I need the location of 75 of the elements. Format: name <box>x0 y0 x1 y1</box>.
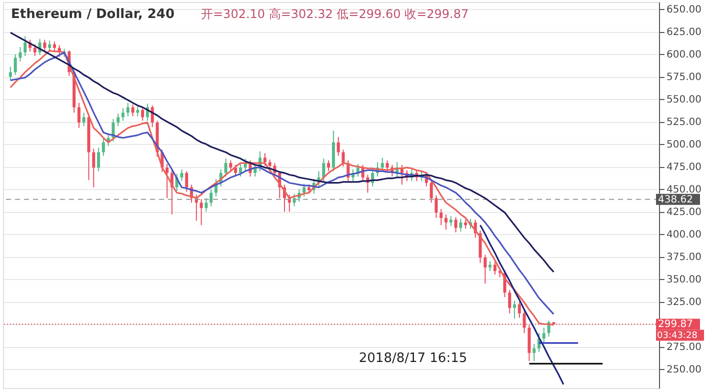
candlestick <box>322 158 326 182</box>
ref-line-label: 299.87 <box>658 319 693 330</box>
candlestick <box>532 343 536 362</box>
candlestick <box>327 160 330 172</box>
chart-title: Ethereum / Dollar, 240 <box>11 7 175 22</box>
candlestick <box>336 136 340 156</box>
y-tick-label: 275.00 <box>666 342 702 354</box>
y-tick-label: 250.00 <box>666 364 702 376</box>
candlestick <box>302 183 306 197</box>
candlestick <box>116 113 120 127</box>
y-tick-label: 650.00 <box>666 4 702 16</box>
candlestick <box>488 260 492 272</box>
candlestick <box>440 208 443 226</box>
candlestick <box>14 54 17 76</box>
candlestick <box>92 148 96 188</box>
candlestick <box>102 138 105 156</box>
candlestick <box>126 102 130 117</box>
candlestick <box>210 188 213 207</box>
candlestick <box>43 39 46 52</box>
line-series <box>479 224 564 386</box>
y-tick-label: 600.00 <box>666 50 702 61</box>
candlestick <box>97 147 100 172</box>
y-tick-label: 425.00 <box>666 207 702 218</box>
candlestick <box>18 46 22 62</box>
candlestick <box>8 66 12 81</box>
line-series <box>10 32 554 273</box>
y-tick-label: 575.00 <box>666 72 702 84</box>
y-tick-label: 400.00 <box>666 230 702 241</box>
candlestick <box>493 262 496 276</box>
candlestick <box>141 106 144 122</box>
y-tick-label: 525.00 <box>666 117 702 128</box>
candlestick <box>513 300 516 320</box>
candlestick <box>342 149 345 168</box>
candlestick <box>380 157 384 172</box>
y-tick-label: 500.00 <box>666 140 702 151</box>
y-tick-label: 450.00 <box>666 184 702 196</box>
candlestick <box>434 194 438 218</box>
candlestick <box>82 112 86 127</box>
y-tick-label: 350.00 <box>666 274 702 286</box>
candlestick <box>508 289 512 314</box>
candlestick <box>484 254 487 284</box>
candlestick <box>224 158 228 178</box>
candlestick <box>229 160 232 172</box>
candlestick <box>122 108 125 122</box>
chart-subtitle: 开=302.10 高=302.32 低=299.60 收=299.87 <box>201 7 469 21</box>
candlestick <box>52 41 56 52</box>
ref-line-label: 438.62 <box>658 194 693 206</box>
annotation: 03:43:28 <box>657 331 698 342</box>
candlestick <box>48 40 52 52</box>
candlestick <box>166 163 169 199</box>
y-tick-label: 475.00 <box>666 162 702 174</box>
candlestick <box>444 214 448 230</box>
candlestick <box>238 163 242 178</box>
candlestick <box>180 168 184 182</box>
y-tick-label: 375.00 <box>666 252 702 264</box>
candlestick <box>542 327 546 343</box>
candlestick <box>24 36 27 56</box>
candlestick <box>131 104 134 117</box>
candlestick <box>200 198 203 226</box>
y-tick-label: 550.00 <box>666 94 702 106</box>
candlestick <box>204 198 208 212</box>
candlestick <box>136 106 140 117</box>
candlestick <box>459 218 462 232</box>
candlestick <box>449 216 452 227</box>
y-tick-label: 625.00 <box>666 27 702 38</box>
candlestick <box>430 180 433 204</box>
annotation: 2018/8/17 16:15 <box>358 351 468 366</box>
candlestick <box>77 102 80 128</box>
y-tick-label: 325.00 <box>666 297 702 308</box>
candlestick <box>185 170 188 192</box>
candlestick <box>33 44 36 56</box>
candlestick <box>268 158 272 170</box>
candlestick <box>454 216 458 233</box>
candlestick <box>518 301 521 318</box>
candlestick <box>263 152 266 166</box>
